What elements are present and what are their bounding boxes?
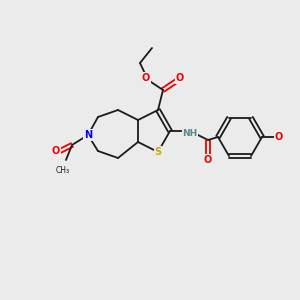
Text: O: O xyxy=(52,146,60,156)
Text: N: N xyxy=(84,130,92,140)
Text: O: O xyxy=(142,73,150,83)
Text: O: O xyxy=(275,132,283,142)
Text: CH₃: CH₃ xyxy=(56,166,70,175)
Text: O: O xyxy=(176,73,184,83)
Text: O: O xyxy=(204,155,212,165)
Text: S: S xyxy=(154,147,162,157)
Text: NH: NH xyxy=(182,128,198,137)
